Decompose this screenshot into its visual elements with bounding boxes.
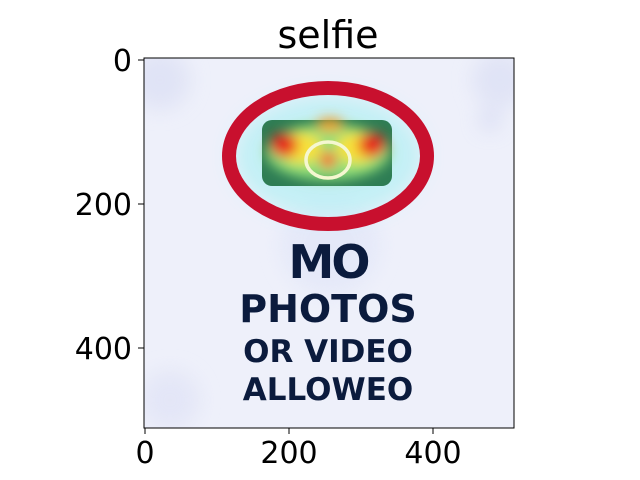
camera-heat-blob — [262, 118, 392, 186]
x-axis: 0 200 400 — [135, 428, 462, 471]
sign-text-line4: ALLOWEO — [243, 372, 413, 408]
figure-title: selfie — [277, 13, 378, 57]
sign-text-line1: MO — [289, 235, 369, 289]
y-axis: 0 200 400 — [75, 44, 144, 367]
sign-text-line2: PHOTOS — [239, 287, 417, 331]
x-tick-label: 400 — [404, 436, 461, 471]
heatmap-image: MO PHOTOS OR VIDEO ALLOWEO — [144, 58, 514, 428]
x-tick-label: 200 — [260, 436, 317, 471]
axes-frame — [143, 57, 515, 429]
x-tick-label: 0 — [135, 436, 154, 471]
sign-text-line3: OR VIDEO — [243, 334, 413, 370]
y-tick-label: 400 — [75, 332, 132, 367]
prohibition-ring — [222, 81, 434, 231]
y-tick-label: 0 — [113, 44, 132, 79]
y-tick-label: 200 — [75, 188, 132, 223]
